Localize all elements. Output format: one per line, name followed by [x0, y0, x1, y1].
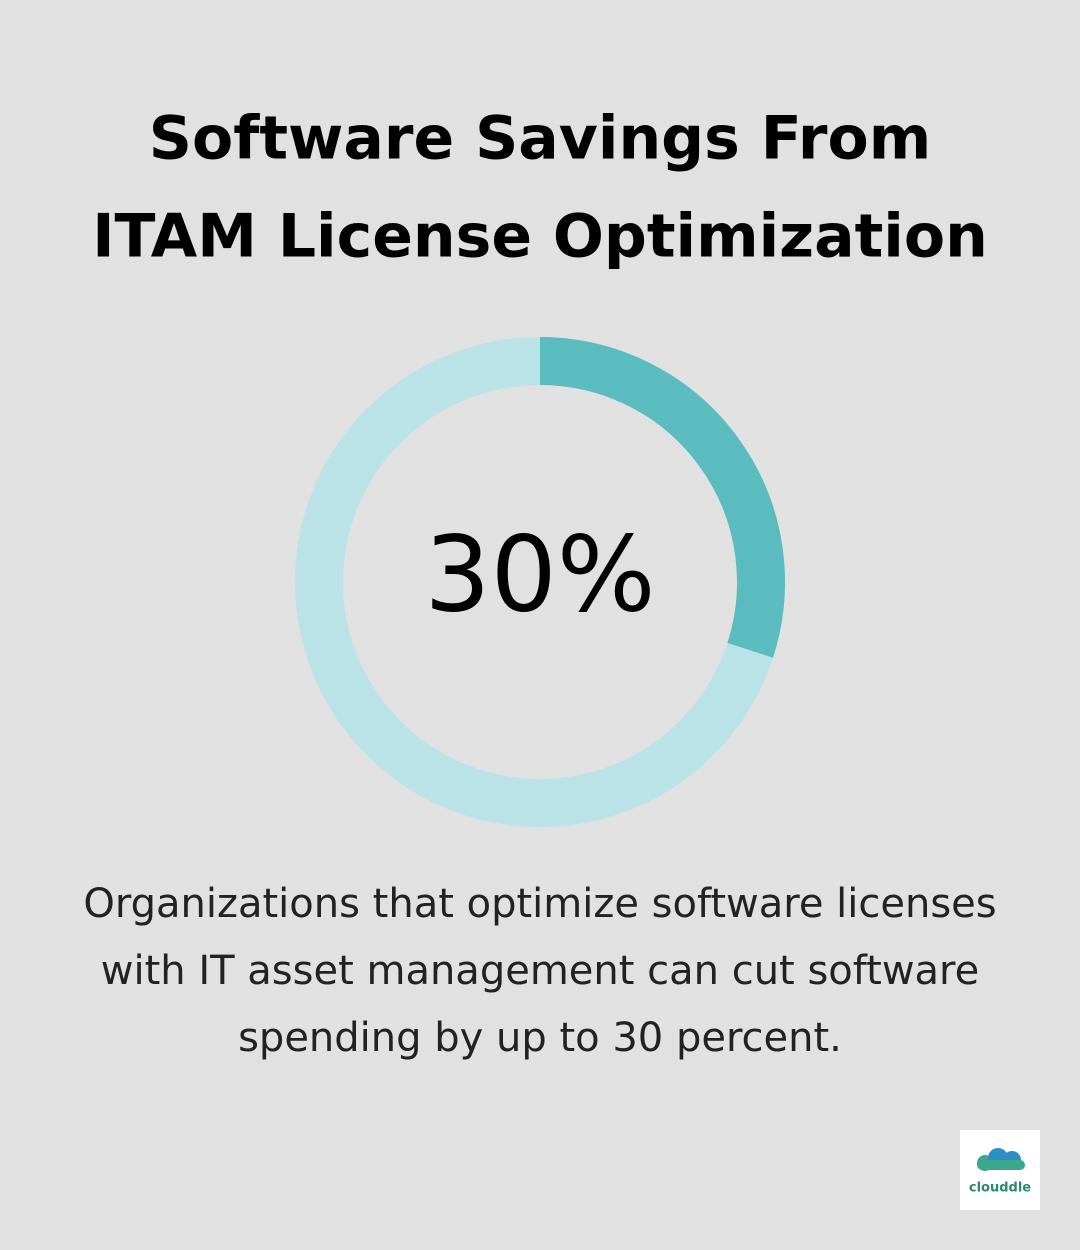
description: Organizations that optimize software lic…: [83, 881, 996, 927]
chart-title: ITAM License Optimization: [92, 202, 988, 272]
description: spending by up to 30 percent.: [238, 1015, 842, 1061]
chart-title: Software Savings From: [149, 104, 931, 174]
description: with IT asset management can cut softwar…: [101, 948, 979, 994]
logo-text: clouddle: [969, 1181, 1031, 1196]
logo-icon: [977, 1148, 1025, 1171]
donut-arc: [539, 337, 785, 658]
donut: 30%: [295, 337, 785, 827]
value-label: 30%: [424, 513, 655, 635]
